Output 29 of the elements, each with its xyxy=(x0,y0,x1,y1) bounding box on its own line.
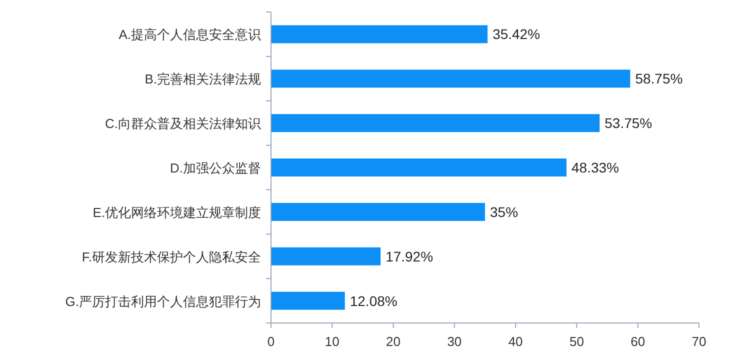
bar xyxy=(271,247,381,266)
x-tick-label: 20 xyxy=(386,334,401,349)
data-label: 17.92% xyxy=(386,248,434,264)
y-tick-label: E.优化网络环境建立规章制度 xyxy=(92,204,261,220)
bar xyxy=(271,202,485,221)
y-tick-label: C.向群众普及相关法律知识 xyxy=(105,116,261,132)
bar xyxy=(271,158,567,176)
y-tick-label: F.研发新技术保护个人隐私安全 xyxy=(82,249,261,264)
bar xyxy=(271,114,600,132)
x-tick-label: 30 xyxy=(447,334,462,349)
data-label: 35.42% xyxy=(492,26,540,42)
bar xyxy=(271,292,345,310)
x-tick-label: 10 xyxy=(324,334,340,349)
y-tick-label: A.提高个人信息安全意识 xyxy=(118,27,261,42)
bar xyxy=(271,70,630,88)
x-tick-label: 0 xyxy=(267,334,275,349)
data-label: 48.33% xyxy=(572,160,619,176)
bar xyxy=(271,25,488,44)
data-label: 53.75% xyxy=(604,115,652,132)
data-label: 58.75% xyxy=(635,70,683,87)
data-label: 12.08% xyxy=(350,292,398,309)
x-tick-label: 50 xyxy=(569,334,584,349)
x-tick-label: 40 xyxy=(508,334,523,349)
data-label: 35% xyxy=(490,204,518,220)
y-tick-label: G.严厉打击利用个人信息犯罪行为 xyxy=(65,294,261,309)
x-tick-label: 70 xyxy=(692,334,706,349)
x-tick-label: 60 xyxy=(630,334,646,349)
y-tick-label: D.加强公众监督 xyxy=(170,160,261,176)
y-tick-label: B.完善相关法律法规 xyxy=(144,72,261,87)
